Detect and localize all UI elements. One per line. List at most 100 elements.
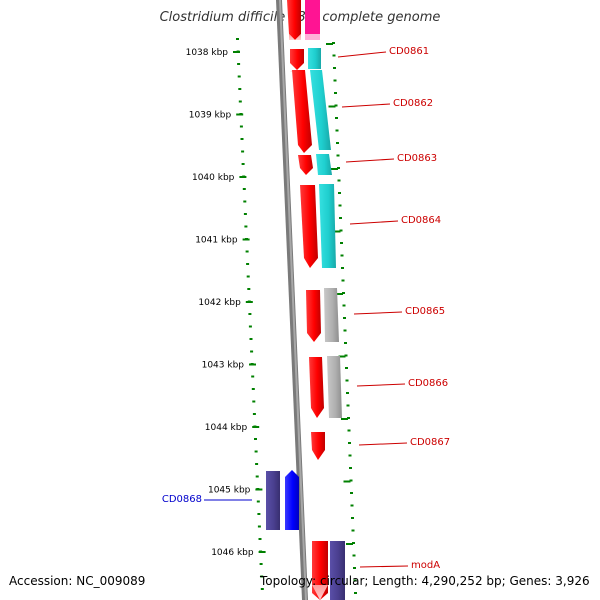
outer-tick-dot (340, 254, 344, 257)
inner-tick-dot (254, 438, 257, 440)
inner-tick-dot (249, 338, 253, 340)
inner-tick-dot (254, 450, 258, 453)
outer-tick-dot (351, 517, 354, 519)
kbp-tick-mark (233, 51, 240, 53)
gene-label-cd0862[interactable]: CD0862 (393, 98, 433, 109)
cog-box-cd0861 (308, 48, 321, 69)
inner-tick-dot (241, 150, 245, 153)
outer-tick-dot (344, 354, 348, 357)
inner-tick-dot (252, 400, 256, 403)
kbp-tick-mark (245, 301, 253, 303)
kbp-tick-mark (236, 113, 244, 116)
gene-feature-cd0866[interactable] (309, 357, 324, 418)
outer-tick-dot (352, 554, 356, 557)
gene-feature-cd0867[interactable] (311, 432, 325, 460)
outer-tick-dot (334, 92, 337, 94)
kbp-tick-mark (258, 551, 266, 553)
clipped-magenta-feature-fade (305, 34, 320, 40)
inner-tick-dot (259, 563, 263, 565)
inner-tick-dot (243, 213, 247, 215)
outer-tick-dot (338, 192, 341, 194)
gene-label-leader (359, 565, 409, 568)
inner-tick-dot (236, 38, 239, 40)
kbp-tick-label: 1040 kbp (192, 173, 235, 183)
cog-box-cd0864 (319, 184, 336, 268)
gene-label-leader (341, 103, 391, 108)
outer-tick-dot (348, 442, 351, 444)
kbp-tick-label: 1045 kbp (208, 486, 251, 496)
inner-tick-dot (244, 225, 248, 228)
genome-backbone-highlight (279, 0, 307, 600)
outer-tick-dot (345, 379, 349, 382)
outer-tick-dot (344, 342, 347, 344)
outer-tick-dot (343, 317, 346, 319)
kbp-tick-mark (252, 426, 260, 428)
gene-feature-cd0864[interactable] (300, 185, 318, 268)
kbp-tick-mark-outer (336, 293, 343, 295)
inner-tick-dot (248, 325, 252, 328)
gene-label-leader (345, 158, 395, 163)
outer-tick-dot (350, 504, 354, 507)
gene-label-cd0866[interactable]: CD0866 (408, 378, 448, 389)
inner-tick-track (236, 38, 264, 590)
outer-tick-dot (347, 417, 350, 419)
outer-tick-dot (340, 242, 343, 244)
inner-tick-dot (255, 463, 259, 465)
clipped-red-feature (287, 0, 301, 40)
gene-label-cd0863[interactable]: CD0863 (397, 153, 437, 164)
inner-tick-dot (257, 513, 261, 515)
outer-tick-dot (333, 67, 336, 69)
gene-label-cd0861[interactable]: CD0861 (389, 46, 429, 57)
kbp-tick-mark-outer (326, 43, 333, 45)
inner-tick-dot (238, 100, 242, 103)
kbp-tick-mark-outer (328, 105, 336, 108)
kbp-ticks: 1038 kbp 1039 kbp 1040 kbp 1041 kbp 1042 kbp… (186, 43, 353, 558)
kbp-tick-label: 1046 kbp (211, 548, 254, 558)
gene-feature-cd0863[interactable] (298, 155, 313, 175)
kbp-tick-mark-outer (341, 418, 348, 420)
outer-tick-dot (341, 267, 344, 269)
clipped-red-feature-fade (289, 34, 301, 40)
outer-tick-dot (333, 79, 337, 82)
cog-box-cd0863 (316, 154, 332, 175)
outer-tick-dot (336, 142, 339, 144)
outer-tick-dot (332, 54, 336, 57)
cog-box-cd0868 (266, 471, 280, 530)
inner-tick-dot (242, 188, 246, 190)
gene-label-cd0865[interactable]: CD0865 (405, 306, 445, 317)
kbp-tick-mark (249, 363, 256, 366)
inner-tick-dot (251, 375, 255, 378)
clipped-magenta-feature (305, 0, 320, 40)
gene-feature-cd0865[interactable] (306, 290, 321, 342)
inner-tick-dot (248, 313, 252, 315)
inner-tick-dot (243, 200, 247, 203)
outer-tick-dot (352, 542, 355, 544)
gene-label-cd0868[interactable]: CD0868 (162, 494, 202, 505)
inner-tick-dot (245, 250, 249, 253)
inner-tick-dot (250, 350, 254, 353)
gene-feature-cd0862[interactable] (292, 70, 312, 153)
outer-tick-dot (342, 292, 345, 294)
inner-tick-dot (240, 138, 244, 140)
inner-tick-dot (247, 288, 251, 290)
outer-tick-dot (341, 279, 345, 282)
gene-label-leader (356, 383, 406, 387)
inner-tick-dot (237, 75, 241, 78)
gene-label-moda[interactable]: modA (411, 560, 440, 571)
gene-label-cd0867[interactable]: CD0867 (410, 437, 450, 448)
outer-tick-dot (346, 404, 350, 407)
outer-tick-dot (334, 104, 338, 107)
gene-feature-cd0861[interactable] (290, 49, 304, 70)
inner-tick-dot (241, 163, 245, 165)
outer-tick-dot (339, 229, 343, 232)
kbp-tick-mark (239, 176, 247, 178)
gene-feature-cd0868[interactable] (285, 470, 299, 530)
cog-box-moda (330, 541, 345, 600)
inner-tick-dot (260, 575, 264, 578)
inner-tick-dot (255, 475, 259, 478)
outer-tick-dot (337, 179, 341, 182)
gene-label-cd0864[interactable]: CD0864 (401, 215, 441, 226)
outer-tick-dot (338, 204, 342, 207)
